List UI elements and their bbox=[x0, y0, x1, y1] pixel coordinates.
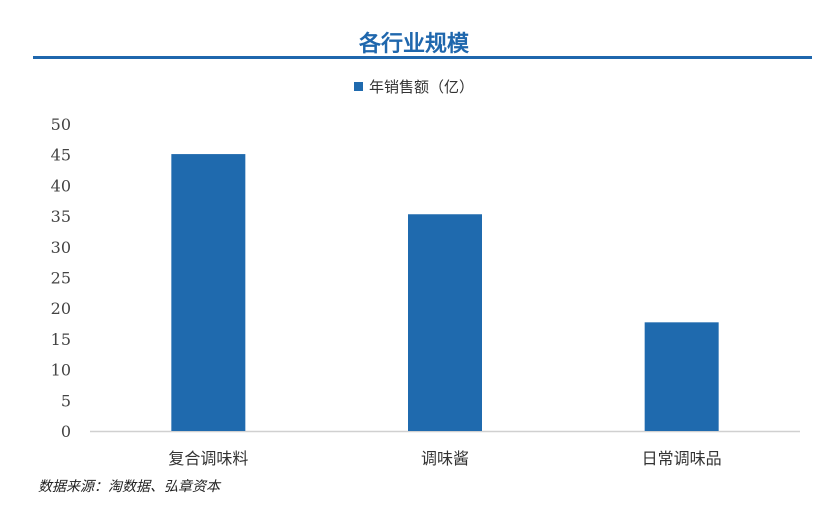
bar-2 bbox=[408, 214, 482, 431]
y-tick-label: 0 bbox=[61, 422, 71, 441]
y-tick-label: 5 bbox=[61, 391, 71, 410]
x-tick-label: 日常调味品 bbox=[642, 449, 722, 468]
bar-3 bbox=[644, 322, 719, 431]
y-tick-label: 10 bbox=[51, 361, 71, 380]
y-tick-label: 35 bbox=[51, 207, 71, 226]
y-tick-label: 50 bbox=[51, 115, 71, 134]
y-tick-label: 15 bbox=[51, 330, 71, 349]
legend: 年销售额（亿） bbox=[0, 76, 828, 97]
legend-label: 年销售额（亿） bbox=[368, 78, 474, 96]
chart-title: 各行业规模 bbox=[358, 32, 469, 57]
y-tick-label: 45 bbox=[51, 146, 71, 165]
y-tick-label: 20 bbox=[51, 299, 71, 318]
x-tick-label: 调味酱 bbox=[421, 449, 469, 468]
bar-1 bbox=[171, 154, 246, 431]
source-note: 数据来源：淘数据、弘章资本 bbox=[38, 479, 220, 495]
y-tick-label: 40 bbox=[51, 176, 71, 195]
title-divider bbox=[33, 56, 812, 59]
x-tick-label: 复合调味料 bbox=[168, 449, 248, 468]
y-tick-label: 30 bbox=[51, 238, 71, 257]
y-tick-label: 25 bbox=[51, 269, 71, 288]
legend-swatch bbox=[353, 82, 363, 91]
